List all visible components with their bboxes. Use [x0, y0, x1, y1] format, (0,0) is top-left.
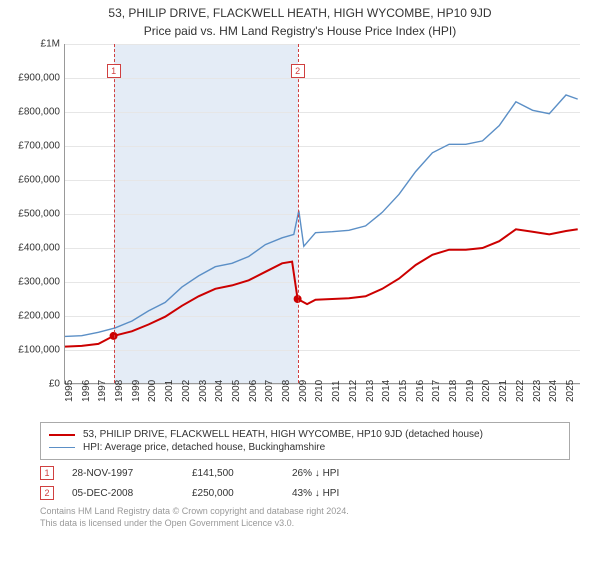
- x-tick-label: 2000: [147, 380, 158, 402]
- x-tick-label: 2014: [381, 380, 392, 402]
- y-tick-label: £800,000: [18, 107, 60, 118]
- x-tick-label: 2009: [298, 380, 309, 402]
- x-tick-label: 2021: [498, 380, 509, 402]
- x-tick-label: 1997: [97, 380, 108, 402]
- y-tick-label: £400,000: [18, 243, 60, 254]
- x-tick-label: 2005: [231, 380, 242, 402]
- event-delta: 43% ↓ HPI: [292, 488, 412, 499]
- x-axis: 1995199619971998199920002001200220032004…: [64, 384, 580, 414]
- footer-line-1: Contains HM Land Registry data © Crown c…: [40, 506, 570, 518]
- x-tick-label: 2019: [465, 380, 476, 402]
- y-axis: £0£100,000£200,000£300,000£400,000£500,0…: [20, 44, 64, 384]
- x-tick-label: 2004: [214, 380, 225, 402]
- event-guideline: [114, 44, 115, 383]
- event-row: 1 28-NOV-1997£141,50026% ↓ HPI: [40, 466, 570, 480]
- event-id-box: 1: [40, 466, 54, 480]
- x-tick-label: 2022: [515, 380, 526, 402]
- legend-swatch: [49, 447, 75, 448]
- legend-item: HPI: Average price, detached house, Buck…: [49, 442, 561, 453]
- x-tick-label: 1995: [64, 380, 75, 402]
- chart-title-subtitle: Price paid vs. HM Land Registry's House …: [0, 24, 600, 38]
- event-date: 28-NOV-1997: [72, 468, 192, 479]
- event-delta: 26% ↓ HPI: [292, 468, 412, 479]
- chart-title-address: 53, PHILIP DRIVE, FLACKWELL HEATH, HIGH …: [0, 6, 600, 20]
- y-tick-label: £100,000: [18, 345, 60, 356]
- x-tick-label: 2013: [365, 380, 376, 402]
- legend-swatch: [49, 434, 75, 436]
- footer-line-2: This data is licensed under the Open Gov…: [40, 518, 570, 530]
- footer-attribution: Contains HM Land Registry data © Crown c…: [40, 506, 570, 529]
- legend-label: 53, PHILIP DRIVE, FLACKWELL HEATH, HIGH …: [83, 429, 483, 440]
- x-tick-label: 2015: [398, 380, 409, 402]
- y-tick-label: £500,000: [18, 209, 60, 220]
- y-tick-label: £300,000: [18, 277, 60, 288]
- x-tick-label: 2023: [532, 380, 543, 402]
- event-marker-box: 2: [291, 64, 305, 78]
- x-tick-label: 2003: [198, 380, 209, 402]
- x-tick-label: 2006: [248, 380, 259, 402]
- event-price: £250,000: [192, 488, 292, 499]
- event-date: 05-DEC-2008: [72, 488, 192, 499]
- x-tick-label: 2002: [181, 380, 192, 402]
- event-row: 2 05-DEC-2008£250,00043% ↓ HPI: [40, 486, 570, 500]
- legend-box: 53, PHILIP DRIVE, FLACKWELL HEATH, HIGH …: [40, 422, 570, 460]
- x-tick-label: 2007: [264, 380, 275, 402]
- x-tick-label: 2024: [548, 380, 559, 402]
- x-tick-label: 2018: [448, 380, 459, 402]
- x-tick-label: 2001: [164, 380, 175, 402]
- x-tick-label: 2016: [415, 380, 426, 402]
- x-tick-label: 1998: [114, 380, 125, 402]
- x-tick-label: 1999: [131, 380, 142, 402]
- y-tick-label: £900,000: [18, 73, 60, 84]
- series-price_paid: [65, 229, 578, 346]
- legend-item: 53, PHILIP DRIVE, FLACKWELL HEATH, HIGH …: [49, 429, 561, 440]
- x-tick-label: 2012: [348, 380, 359, 402]
- line-chart-svg: [65, 44, 581, 384]
- event-list: 1 28-NOV-1997£141,50026% ↓ HPI 2 05-DEC-200…: [40, 466, 570, 500]
- event-id-box: 2: [40, 486, 54, 500]
- plot-area: 12: [64, 44, 580, 384]
- x-tick-label: 2010: [314, 380, 325, 402]
- y-tick-label: £700,000: [18, 141, 60, 152]
- x-tick-label: 2008: [281, 380, 292, 402]
- x-tick-label: 2020: [481, 380, 492, 402]
- y-tick-label: £600,000: [18, 175, 60, 186]
- x-tick-label: 2025: [565, 380, 576, 402]
- x-tick-label: 2011: [331, 380, 342, 402]
- event-marker-box: 1: [107, 64, 121, 78]
- chart-area: £0 £100,000 £200,000 £300,000 £400,000 £500,0…: [20, 44, 580, 414]
- x-tick-label: 2017: [431, 380, 442, 402]
- y-tick-label: £1M: [41, 39, 60, 50]
- x-tick-label: 1996: [81, 380, 92, 402]
- legend-label: HPI: Average price, detached house, Buck…: [83, 442, 325, 453]
- event-guideline: [298, 44, 299, 383]
- y-tick-label: £200,000: [18, 311, 60, 322]
- event-price: £141,500: [192, 468, 292, 479]
- y-tick-label: £0: [49, 379, 60, 390]
